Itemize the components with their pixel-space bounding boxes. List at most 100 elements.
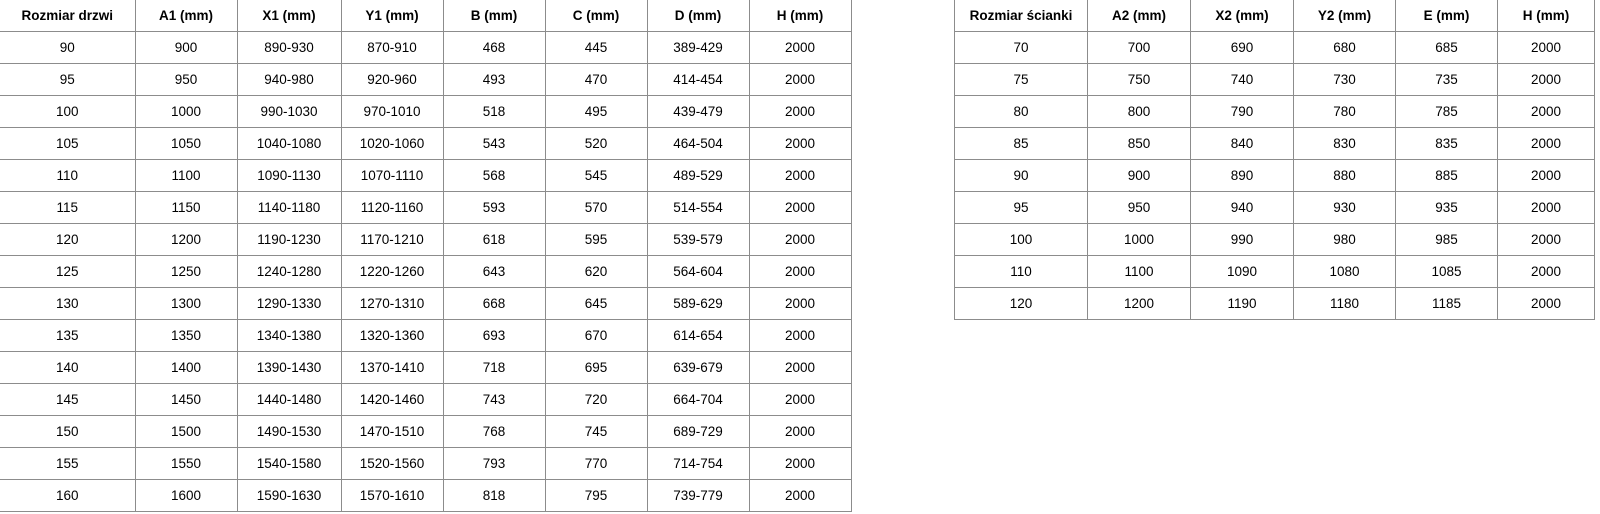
table-cell: 739-779 — [646, 479, 750, 512]
table-cell: 620 — [544, 255, 648, 288]
table-cell: 593 — [442, 191, 546, 224]
table-cell: 1240-1280 — [236, 255, 342, 288]
column-header: E (mm) — [1395, 0, 1498, 32]
table-cell: 1590-1630 — [236, 479, 342, 512]
table-row: 160 1600 1590-1630 1570-1610 818 795 739-779 20… — [0, 479, 852, 512]
column-header: Y2 (mm) — [1293, 0, 1396, 32]
table-cell: 514-554 — [646, 191, 750, 224]
table-row: 130 1300 1290-1330 1270-1310 668 645 589-629 20… — [0, 287, 852, 320]
table-cell: 835 — [1395, 127, 1498, 160]
table-cell: 1185 — [1395, 287, 1498, 320]
table-cell: 830 — [1293, 127, 1396, 160]
table-cell: 518 — [442, 95, 546, 128]
table-cell: 1000 — [134, 95, 238, 128]
table-cell: 2000 — [1497, 287, 1595, 320]
table-cell: 568 — [442, 159, 546, 192]
table-cell: 1340-1380 — [236, 319, 342, 352]
door-size-table: Rozmiar drzwi A1 (mm) X1 (mm) Y1 (mm) B (mm)… — [0, 0, 852, 512]
column-header: A2 (mm) — [1087, 0, 1191, 32]
table-cell: 2000 — [748, 159, 852, 192]
table-cell: 2000 — [1497, 159, 1595, 192]
table-cell: 130 — [0, 287, 136, 320]
table-cell: 414-454 — [646, 63, 750, 96]
table-row: 155 1550 1540-1580 1520-1560 793 770 714-754 20… — [0, 447, 852, 480]
table-row: 115 1150 1140-1180 1120-1160 593 570 514-554 20… — [0, 191, 852, 224]
table-cell: 890 — [1190, 159, 1294, 192]
table-cell: 1040-1080 — [236, 127, 342, 160]
table-cell: 639-679 — [646, 351, 750, 384]
table-cell: 1400 — [134, 351, 238, 384]
table-cell: 768 — [442, 415, 546, 448]
table-row: 110 1100 1090 1080 1085 2000 — [954, 255, 1595, 288]
table-cell: 795 — [544, 479, 648, 512]
table-cell: 2000 — [748, 287, 852, 320]
table-cell: 900 — [134, 31, 238, 64]
table-cell: 990-1030 — [236, 95, 342, 128]
table-cell: 100 — [0, 95, 136, 128]
table-cell: 745 — [544, 415, 648, 448]
table-cell: 818 — [442, 479, 546, 512]
table-row: 125 1250 1240-1280 1220-1260 643 620 564-604 20… — [0, 255, 852, 288]
table-cell: 160 — [0, 479, 136, 512]
table-cell: 493 — [442, 63, 546, 96]
table-cell: 693 — [442, 319, 546, 352]
table-cell: 950 — [1087, 191, 1191, 224]
table-cell: 940-980 — [236, 63, 342, 96]
table-cell: 1090 — [1190, 255, 1294, 288]
table-cell: 645 — [544, 287, 648, 320]
table-cell: 1050 — [134, 127, 238, 160]
table-cell: 750 — [1087, 63, 1191, 96]
table-cell: 890-930 — [236, 31, 342, 64]
table-cell: 743 — [442, 383, 546, 416]
table-cell: 2000 — [748, 351, 852, 384]
column-header: D (mm) — [646, 0, 750, 32]
table-cell: 2000 — [748, 63, 852, 96]
table-cell: 1500 — [134, 415, 238, 448]
table-cell: 155 — [0, 447, 136, 480]
table-cell: 870-910 — [340, 31, 444, 64]
table-cell: 80 — [954, 95, 1088, 128]
table-cell: 2000 — [748, 31, 852, 64]
table-cell: 680 — [1293, 31, 1396, 64]
table-cell: 1200 — [1087, 287, 1191, 320]
table-cell: 618 — [442, 223, 546, 256]
column-header: Rozmiar drzwi — [0, 0, 136, 32]
table-cell: 1320-1360 — [340, 319, 444, 352]
table-cell: 1300 — [134, 287, 238, 320]
table-cell: 800 — [1087, 95, 1191, 128]
table-cell: 920-960 — [340, 63, 444, 96]
table-cell: 1070-1110 — [340, 159, 444, 192]
table-cell: 1540-1580 — [236, 447, 342, 480]
table-cell: 740 — [1190, 63, 1294, 96]
table-cell: 1250 — [134, 255, 238, 288]
table-cell: 564-604 — [646, 255, 750, 288]
table-cell: 539-579 — [646, 223, 750, 256]
table-row: 100 1000 990 980 985 2000 — [954, 223, 1595, 256]
table-row: 80 800 790 780 785 2000 — [954, 95, 1595, 128]
table-cell: 1350 — [134, 319, 238, 352]
table-cell: 1085 — [1395, 255, 1498, 288]
table-cell: 785 — [1395, 95, 1498, 128]
table-cell: 1570-1610 — [340, 479, 444, 512]
table-cell: 1190-1230 — [236, 223, 342, 256]
table-cell: 2000 — [748, 383, 852, 416]
table-cell: 850 — [1087, 127, 1191, 160]
table-cell: 840 — [1190, 127, 1294, 160]
table-row: 70 700 690 680 685 2000 — [954, 31, 1595, 64]
table-row: 90 900 890-930 870-910 468 445 389-429 2000 — [0, 31, 852, 64]
table-cell: 100 — [954, 223, 1088, 256]
column-header: C (mm) — [544, 0, 648, 32]
table-cell: 2000 — [1497, 223, 1595, 256]
table-cell: 145 — [0, 383, 136, 416]
table-cell: 2000 — [1497, 31, 1595, 64]
table-cell: 1100 — [134, 159, 238, 192]
table-cell: 1370-1410 — [340, 351, 444, 384]
table-cell: 695 — [544, 351, 648, 384]
table-cell: 730 — [1293, 63, 1396, 96]
table-cell: 668 — [442, 287, 546, 320]
table-cell: 2000 — [748, 223, 852, 256]
table-cell: 1290-1330 — [236, 287, 342, 320]
table-cell: 1080 — [1293, 255, 1396, 288]
table-row: 95 950 940 930 935 2000 — [954, 191, 1595, 224]
table-cell: 520 — [544, 127, 648, 160]
